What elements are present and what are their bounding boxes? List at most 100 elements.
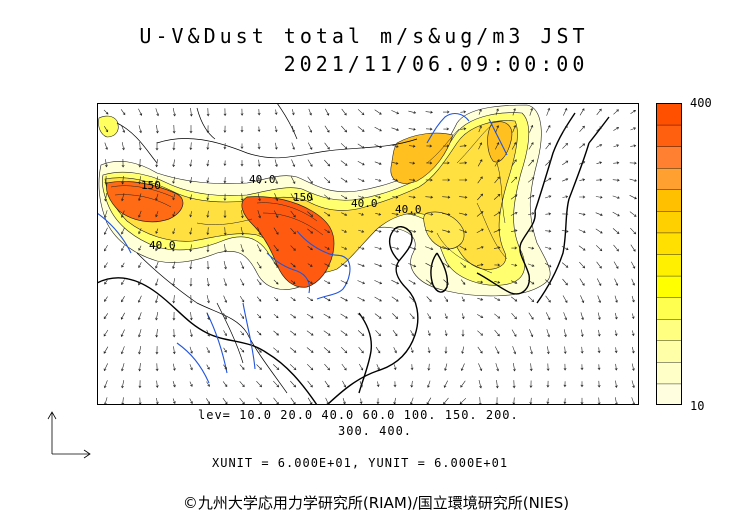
wind-arrow xyxy=(155,328,159,338)
wind-arrow xyxy=(240,193,244,202)
wind-arrow xyxy=(478,380,482,389)
wind-arrow xyxy=(596,144,603,148)
wind-arrow xyxy=(442,195,451,199)
wind-arrow xyxy=(375,212,382,216)
wind-arrow xyxy=(442,212,451,216)
wind-arrow xyxy=(426,144,433,148)
wind-arrow xyxy=(189,277,193,287)
wind-arrow xyxy=(155,211,159,218)
wind-arrow xyxy=(223,347,227,353)
wind-arrow xyxy=(442,178,451,182)
wind-arrow xyxy=(375,178,382,182)
wind-arrow xyxy=(580,329,584,337)
wind-arrow xyxy=(291,125,295,133)
wind-arrow xyxy=(121,142,125,151)
wind-arrow xyxy=(529,329,534,338)
wind-arrow xyxy=(511,263,518,267)
wind-arrow xyxy=(374,109,382,115)
wind-arrow xyxy=(103,109,109,115)
wind-arrow xyxy=(104,210,108,219)
wind-arrow xyxy=(545,160,552,166)
wind-arrow xyxy=(443,127,450,131)
vector-units: XUNIT = 6.000E+01, YUNIT = 6.000E+01 xyxy=(212,456,509,470)
wind-arrow xyxy=(511,329,517,337)
wind-arrow xyxy=(425,229,434,233)
wind-arrow xyxy=(290,193,296,201)
wind-arrow xyxy=(529,124,534,133)
wind-arrow xyxy=(121,245,125,252)
wind-arrow xyxy=(138,380,142,389)
wind-arrow xyxy=(340,280,348,285)
wind-arrow xyxy=(578,212,586,216)
wind-arrow xyxy=(306,313,314,319)
wind-arrow xyxy=(614,380,618,388)
wind-arrow xyxy=(340,263,348,267)
wind-arrow xyxy=(340,143,348,150)
legend-min-label: 10 xyxy=(690,399,705,413)
wind-arrow xyxy=(459,397,467,405)
wind-arrow xyxy=(155,193,159,201)
wind-arrow xyxy=(223,261,227,270)
wind-arrow xyxy=(121,125,126,133)
wind-arrow xyxy=(596,108,602,116)
wind-arrow xyxy=(477,159,483,167)
wind-arrow xyxy=(613,244,619,252)
wind-arrow xyxy=(596,278,602,286)
wind-arrow xyxy=(612,228,620,234)
wind-arrow xyxy=(460,110,467,114)
wind-arrow xyxy=(528,312,534,320)
wind-arrow xyxy=(425,279,433,285)
wind-arrow xyxy=(357,109,365,116)
wind-arrow xyxy=(222,381,228,388)
wind-arrow xyxy=(544,177,552,183)
wind-arrow xyxy=(206,381,210,387)
wind-arrow xyxy=(172,311,176,321)
wind-arrow xyxy=(138,228,142,235)
wind-arrow xyxy=(393,347,397,354)
wind-arrow xyxy=(461,296,465,302)
wind-arrow xyxy=(240,143,244,150)
contour-label: 40.0 xyxy=(249,173,276,186)
wind-arrow xyxy=(155,108,159,117)
wind-arrow xyxy=(189,346,193,354)
wind-arrow xyxy=(290,380,297,388)
wind-arrow xyxy=(408,229,417,233)
wind-arrow xyxy=(562,160,569,166)
wind-arrow xyxy=(104,262,108,268)
wind-arrow xyxy=(392,161,399,165)
wind-arrow xyxy=(596,261,602,269)
wind-arrow xyxy=(121,262,125,268)
wind-arrow xyxy=(493,211,501,217)
wind-arrow xyxy=(172,329,176,338)
legend-band xyxy=(656,167,682,190)
wind-arrow xyxy=(323,280,331,284)
wind-arrow xyxy=(562,142,569,149)
wind-arrow xyxy=(104,175,108,185)
wind-arrow xyxy=(393,381,397,388)
wind-arrow xyxy=(307,245,313,251)
wind-arrow xyxy=(578,229,586,234)
wind-arrow xyxy=(527,263,535,267)
wind-arrow xyxy=(357,296,366,302)
wind-arrow xyxy=(612,195,620,199)
contour-label: 40.0 xyxy=(149,239,176,252)
wind-arrow xyxy=(614,363,618,371)
wind-arrow xyxy=(189,364,193,371)
wind-arrow xyxy=(579,125,585,132)
wind-arrow xyxy=(290,262,296,268)
wind-arrow xyxy=(307,159,313,167)
wind-arrow xyxy=(121,210,125,218)
wind-arrow xyxy=(223,364,227,370)
wind-arrow xyxy=(597,329,601,337)
wind-arrow xyxy=(189,261,193,270)
wind-arrow xyxy=(120,109,126,116)
wind-arrow xyxy=(325,108,330,116)
wind-arrow xyxy=(511,159,517,167)
wind-arrow xyxy=(408,195,416,199)
wind-arrow xyxy=(444,346,448,354)
wind-arrow xyxy=(274,142,278,150)
wind-arrow xyxy=(597,312,601,320)
wind-arrow xyxy=(359,381,363,388)
legend-bands xyxy=(656,103,682,405)
wind-arrow xyxy=(579,261,586,269)
